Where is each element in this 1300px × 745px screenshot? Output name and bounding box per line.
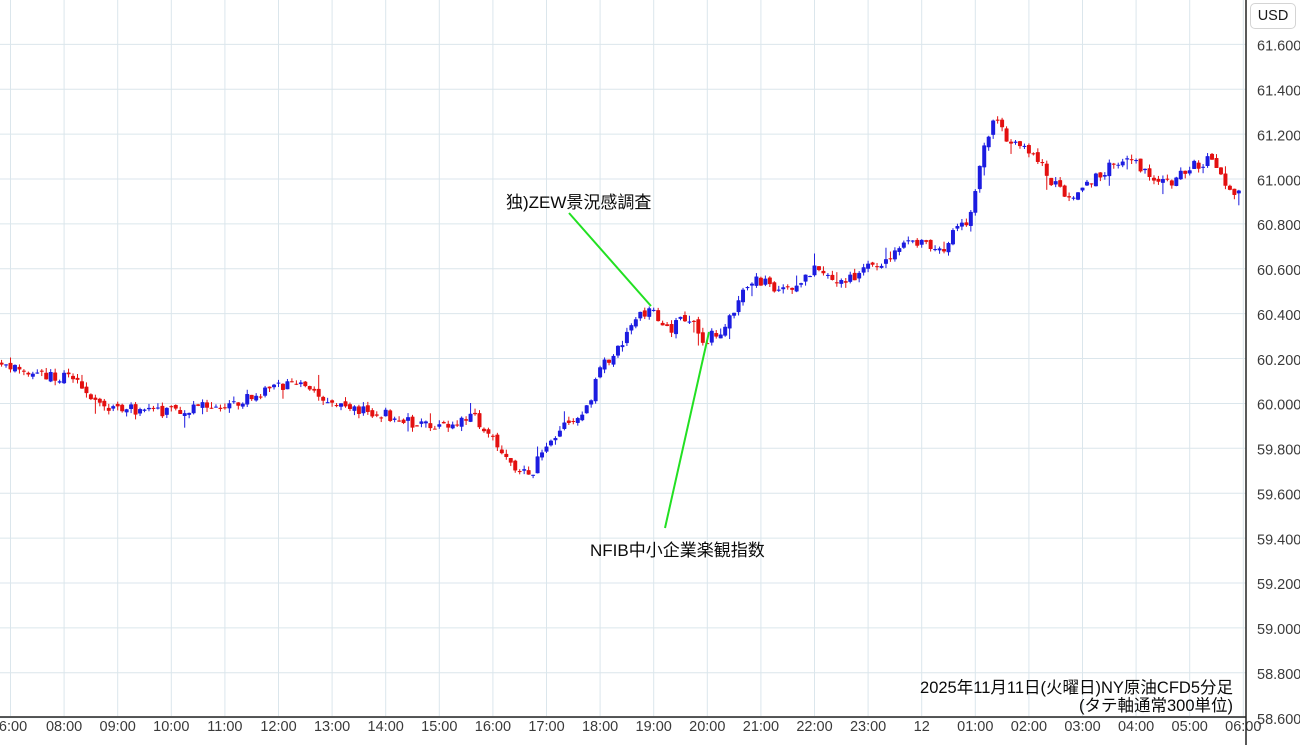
svg-text:58.800: 58.800	[1257, 667, 1300, 683]
svg-text:18:00: 18:00	[582, 719, 618, 735]
svg-text:60.400: 60.400	[1257, 308, 1300, 324]
svg-text:09:00: 09:00	[100, 719, 136, 735]
svg-text:08:00: 08:00	[46, 719, 82, 735]
svg-text:06:00: 06:00	[1225, 719, 1261, 735]
svg-text:61.600: 61.600	[1257, 39, 1300, 55]
svg-text:12: 12	[914, 719, 930, 735]
svg-text:20:00: 20:00	[689, 719, 725, 735]
svg-text:60.200: 60.200	[1257, 353, 1300, 369]
svg-text:11:00: 11:00	[207, 719, 242, 735]
svg-text:05:00: 05:00	[1172, 719, 1208, 735]
svg-text:19:00: 19:00	[636, 719, 672, 735]
svg-text:59.400: 59.400	[1257, 532, 1300, 548]
svg-text:59.600: 59.600	[1257, 487, 1300, 503]
svg-text:12:00: 12:00	[260, 719, 296, 735]
svg-text:13:00: 13:00	[314, 719, 350, 735]
svg-text:17:00: 17:00	[528, 719, 564, 735]
svg-text:58.600: 58.600	[1257, 712, 1300, 728]
svg-text:59.200: 59.200	[1257, 577, 1300, 593]
svg-text:60.000: 60.000	[1257, 398, 1300, 414]
svg-text:01:00: 01:00	[957, 719, 993, 735]
svg-text:61.200: 61.200	[1257, 128, 1300, 144]
svg-text:61.000: 61.000	[1257, 173, 1300, 189]
svg-text:04:00: 04:00	[1118, 719, 1154, 735]
svg-text:16:00: 16:00	[475, 719, 511, 735]
svg-text:61.400: 61.400	[1257, 84, 1300, 100]
svg-text:59.800: 59.800	[1257, 443, 1300, 459]
svg-text:21:00: 21:00	[743, 719, 779, 735]
svg-text:60.800: 60.800	[1257, 218, 1300, 234]
svg-text:23:00: 23:00	[850, 719, 886, 735]
svg-text:60.600: 60.600	[1257, 263, 1300, 279]
svg-text:22:00: 22:00	[796, 719, 832, 735]
svg-text:14:00: 14:00	[368, 719, 404, 735]
svg-text:03:00: 03:00	[1064, 719, 1100, 735]
svg-text:02:00: 02:00	[1011, 719, 1047, 735]
svg-text:10:00: 10:00	[153, 719, 189, 735]
svg-text:06:00: 06:00	[0, 719, 27, 735]
svg-text:15:00: 15:00	[421, 719, 457, 735]
svg-text:59.000: 59.000	[1257, 622, 1300, 638]
